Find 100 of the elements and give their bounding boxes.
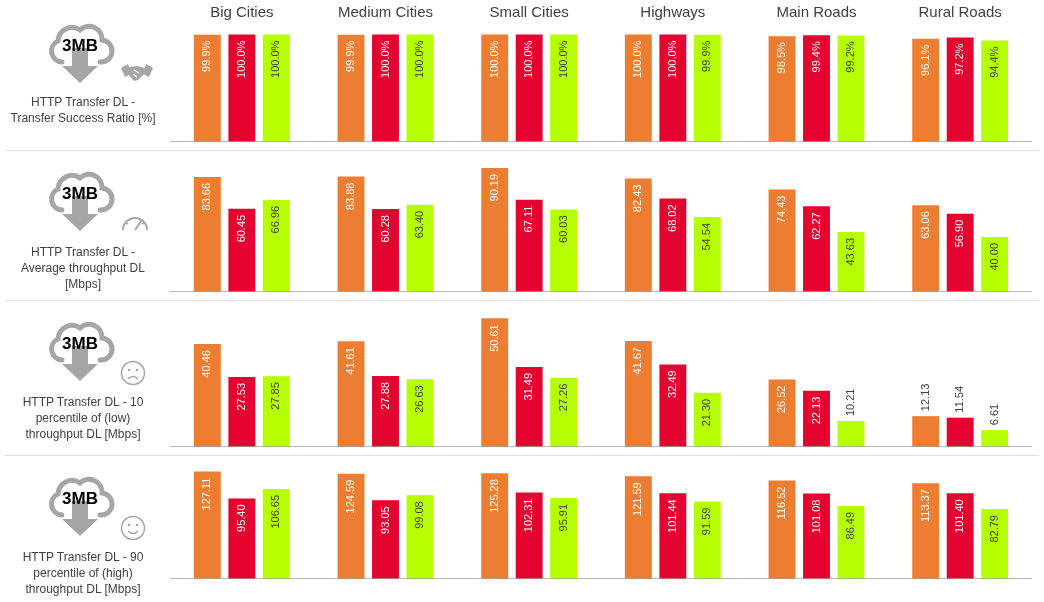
data-label: 12.13: [918, 383, 931, 412]
x-tick-label: Small Cities: [489, 3, 569, 21]
bar: [193, 344, 221, 447]
text: 3MB: [61, 184, 99, 204]
data-label: 101.44: [665, 499, 678, 533]
data-label: 82.43: [631, 184, 644, 213]
bar: [981, 430, 1009, 447]
data-label: 63.06: [918, 211, 931, 239]
bar: [659, 364, 687, 447]
text: 3MB: [61, 334, 99, 354]
bar: [550, 497, 578, 579]
data-label: 113.37: [918, 489, 931, 523]
data-label: 93.05: [378, 506, 391, 534]
data-label: 68.02: [665, 204, 678, 232]
text: 3MB: [61, 36, 99, 56]
data-label: 43.63: [844, 237, 857, 266]
bar: [803, 493, 830, 579]
data-label: 83.66: [200, 182, 213, 211]
data-label: 10.21: [844, 388, 857, 417]
data-label: 106.65: [269, 494, 282, 529]
bar: [337, 176, 365, 292]
text: 3MB: [61, 489, 99, 509]
bar: [624, 178, 652, 292]
x-tick-label: Highways: [640, 3, 706, 21]
data-label: 63.40: [413, 210, 426, 239]
data-label: 60.45: [234, 214, 247, 243]
bar: [624, 341, 652, 447]
data-label: 97.2%: [953, 43, 966, 75]
bar: [946, 417, 974, 447]
bar: [515, 366, 543, 447]
data-label: 26.63: [413, 385, 426, 413]
bar: [193, 176, 221, 292]
data-label: 31.49: [522, 372, 535, 401]
data-label: 27.85: [269, 382, 282, 410]
data-label: 102.31: [522, 498, 535, 533]
data-label: 66.96: [269, 205, 282, 234]
data-label: 100.0%: [413, 40, 426, 78]
data-label: 50.61: [487, 324, 500, 352]
data-label: 21.30: [700, 398, 713, 427]
bar: [659, 198, 687, 292]
bar: [550, 209, 578, 292]
data-label: 40.00: [987, 242, 1000, 271]
bar: [372, 376, 399, 447]
data-label: 27.53: [234, 382, 247, 411]
bar: [550, 377, 578, 447]
bar: [981, 509, 1009, 579]
data-label: 41.61: [344, 347, 357, 375]
bar: [262, 199, 290, 292]
data-label: 98.5%: [775, 42, 788, 74]
data-label: 125.28: [487, 479, 500, 513]
data-label: 100.0%: [269, 40, 282, 78]
data-label: 99.2%: [844, 41, 857, 73]
data-label: 22.13: [809, 396, 822, 425]
data-label: 27.88: [378, 382, 391, 410]
data-label: 60.03: [556, 215, 569, 243]
data-label: 62.27: [809, 212, 822, 240]
data-label: 100.0%: [522, 40, 535, 78]
bar: [228, 498, 256, 579]
bar: [803, 206, 830, 292]
data-label: 67.11: [522, 205, 535, 233]
data-label: 11.54: [953, 385, 966, 413]
bar: [228, 376, 256, 447]
text: HTTP Transfer DL - Average throughput DL [Mbps]: [20, 244, 146, 292]
bar: [803, 390, 830, 447]
bar: [406, 204, 434, 292]
data-label: 116.52: [775, 486, 788, 520]
data-label: 86.49: [844, 511, 857, 540]
data-label: 127.11: [200, 477, 213, 511]
data-label: 60.28: [378, 215, 391, 243]
bar: [262, 488, 290, 579]
bar: [193, 471, 221, 579]
bar: [768, 480, 796, 579]
data-label: 124.59: [344, 479, 357, 514]
x-tick-label: Rural Roads: [918, 3, 1002, 21]
bar: [262, 376, 290, 447]
bar: [337, 473, 365, 579]
bar: [481, 167, 509, 292]
data-label: 121.59: [631, 482, 644, 516]
text: HTTP Transfer DL - 10 percentile of (low) throughput DL [Mbps]: [21, 394, 145, 442]
data-label: 101.40: [953, 499, 966, 533]
bar: [693, 501, 721, 579]
data-label: 100.0%: [665, 40, 678, 78]
data-label: 100.0%: [631, 40, 644, 78]
data-label: 99.08: [413, 501, 426, 529]
bar: [372, 500, 399, 579]
data-label: 101.08: [809, 499, 822, 534]
bar: [481, 473, 509, 579]
bar: [912, 483, 940, 579]
data-label: 100.0%: [234, 40, 247, 78]
data-label: 94.4%: [987, 46, 1000, 78]
bar: [912, 416, 940, 447]
data-label: 91.59: [700, 507, 713, 536]
bar: [337, 341, 365, 447]
data-label: 95.40: [234, 504, 247, 532]
data-label: 95.91: [556, 503, 569, 532]
bar: [912, 205, 940, 292]
bar: [946, 493, 974, 579]
x-tick-label: Main Roads: [776, 3, 857, 21]
data-label: 99.9%: [200, 40, 213, 72]
data-label: 83.88: [344, 182, 357, 211]
